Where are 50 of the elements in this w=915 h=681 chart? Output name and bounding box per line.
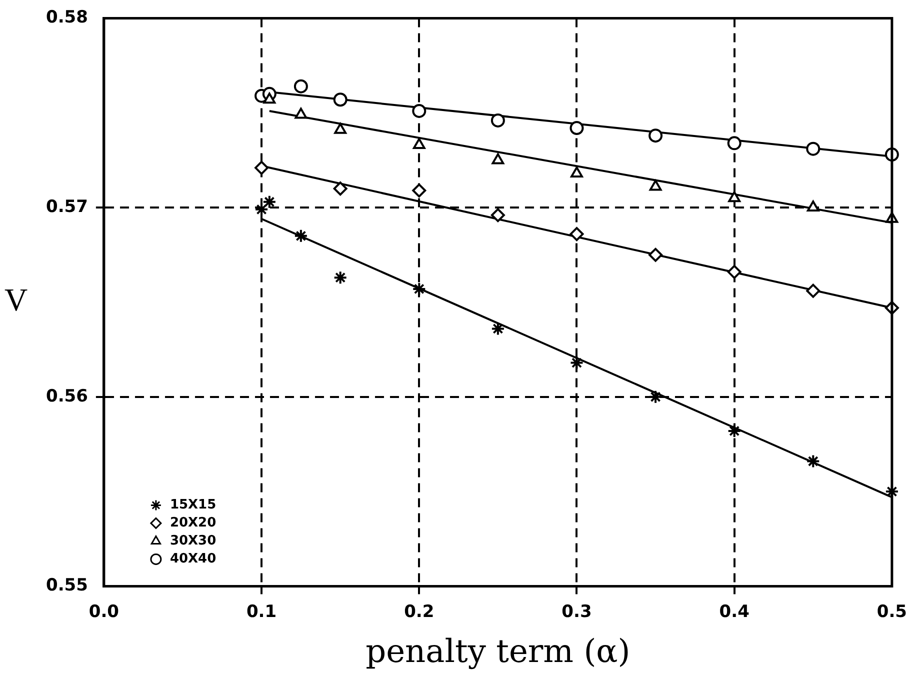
point (806, 284, 820, 298)
legend-label: 40X40 (170, 552, 216, 567)
point (570, 166, 583, 178)
point (333, 92, 348, 107)
point (727, 424, 742, 438)
point (806, 200, 820, 212)
y-tick-label: 0.58 (46, 8, 88, 28)
point (412, 138, 426, 150)
point (570, 121, 584, 136)
point (412, 282, 426, 296)
point (648, 128, 663, 143)
y-tick-label: 0.55 (46, 576, 88, 596)
y-tick-label: 0.57 (46, 196, 88, 217)
point (648, 248, 663, 262)
point (262, 194, 276, 209)
legend-label: 20X20 (170, 516, 216, 531)
point (727, 264, 742, 279)
point (728, 191, 741, 202)
point (490, 208, 505, 222)
x-tick-label: 0.0 (88, 602, 120, 622)
x-tick-label: 0.5 (876, 602, 908, 622)
point (254, 202, 269, 216)
point (294, 108, 308, 119)
point (333, 270, 348, 285)
point (727, 136, 742, 150)
point (254, 160, 269, 175)
legend-label: 15X15 (170, 498, 216, 513)
y-axis-title: V (4, 282, 28, 318)
point (294, 228, 308, 243)
point (334, 122, 347, 134)
legend-label: 30X30 (170, 534, 216, 549)
point (570, 356, 584, 370)
y-tick-label: 0.56 (46, 386, 88, 406)
x-tick-label: 0.1 (246, 602, 277, 622)
point (333, 182, 348, 196)
point (649, 180, 662, 191)
x-tick-label: 0.4 (719, 602, 750, 622)
x-axis-title: penalty term (α) (366, 632, 630, 670)
point (490, 113, 505, 128)
point (492, 153, 504, 164)
point (806, 142, 820, 156)
point (294, 79, 308, 94)
point (806, 454, 820, 468)
point (570, 227, 584, 242)
x-tick-label: 0.2 (404, 602, 434, 622)
point (412, 104, 426, 118)
point (412, 183, 426, 198)
x-tick-label: 0.3 (562, 602, 592, 622)
point (490, 322, 505, 336)
point (263, 92, 276, 104)
